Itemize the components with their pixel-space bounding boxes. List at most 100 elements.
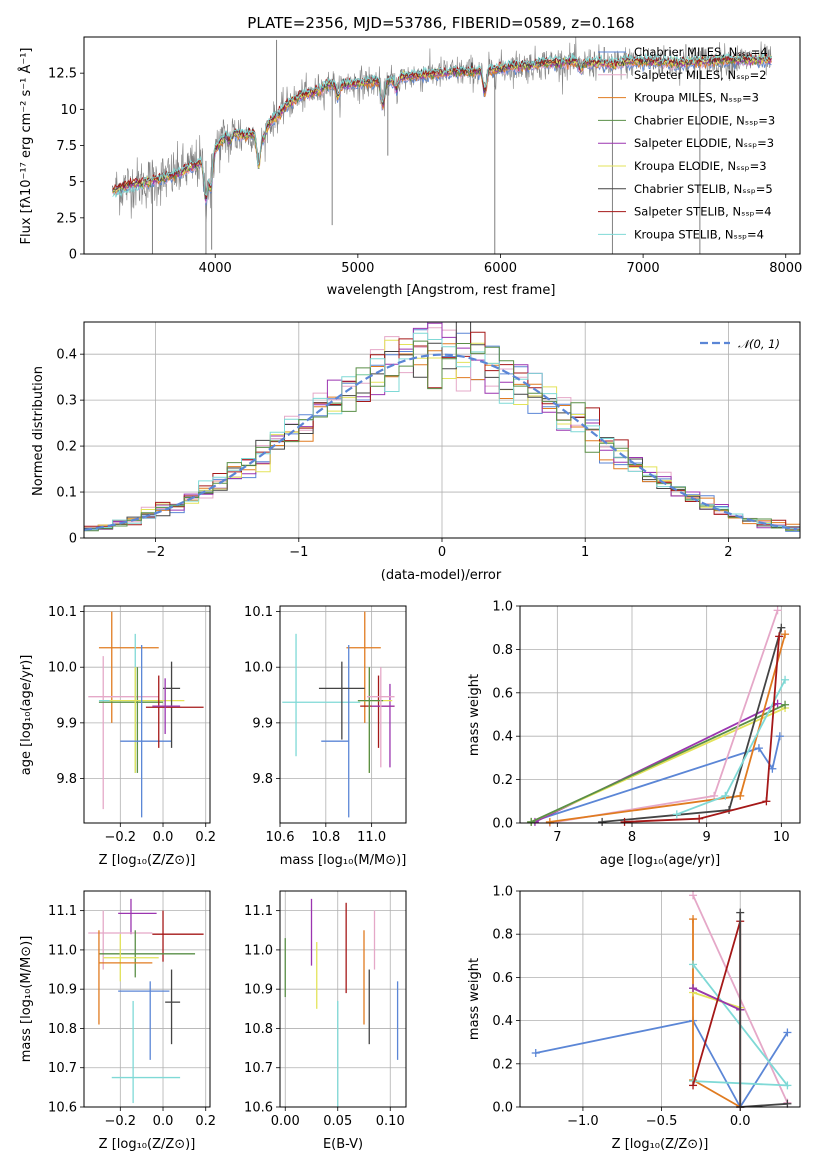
x-tick-label: 0.0 — [730, 1114, 751, 1129]
x-tick-label: 1 — [581, 545, 589, 560]
x-tick-label: 10 — [773, 830, 790, 845]
legend-label: Salpeter MILES, Nₛₛₚ=2 — [634, 68, 767, 82]
legend-label: Salpeter STELIB, Nₛₛₚ=4 — [634, 205, 772, 219]
y-tick-label: 0.4 — [56, 348, 77, 363]
massweight-line — [692, 987, 741, 1011]
y-tick-label: 0 — [69, 532, 77, 547]
x-tick-label: 10.8 — [311, 830, 340, 845]
y-tick-label: 0.2 — [56, 440, 77, 455]
y-tick-label: 9.9 — [56, 716, 77, 731]
y-tick-label: 12.5 — [48, 67, 77, 82]
y-tick-label: 5 — [69, 175, 77, 190]
y-tick-label: 0.2 — [492, 1057, 513, 1072]
massweight-line — [530, 736, 781, 823]
plot-frame — [83, 890, 211, 1108]
legend-label: Kroupa MILES, Nₛₛₚ=3 — [634, 91, 759, 105]
y-tick-label: 0.6 — [492, 971, 513, 986]
y-tick-label: 11.0 — [244, 943, 273, 958]
ageMass-xlabel: mass [log₁₀(M/M⊙)] — [280, 853, 407, 868]
x-tick-label: −1 — [289, 545, 308, 560]
residual-histogram — [84, 322, 800, 530]
massweight-line — [535, 1019, 789, 1109]
spectrum-title: PLATE=2356, MJD=53786, FIBERID=0589, z=0… — [247, 14, 634, 32]
y-tick-label: 0.4 — [492, 1014, 513, 1029]
y-tick-label: 9.8 — [252, 772, 273, 787]
y-tick-label: 0.0 — [492, 1101, 513, 1116]
x-tick-label: 5000 — [341, 261, 374, 276]
residuals-ylabel: Normed distribution — [31, 366, 46, 496]
x-tick-label: −1.0 — [567, 1114, 599, 1129]
legend-label: 𝒩(0, 1) — [738, 337, 780, 351]
age-vs-mass-panel: mass [log₁₀(M/M⊙)] 10.6 10.8 11.0 9.8 9.9 10.… — [244, 605, 407, 868]
y-tick-label: 0.8 — [492, 928, 513, 943]
y-tick-label: 10.6 — [244, 1101, 273, 1116]
x-tick-label: 0.00 — [271, 1114, 300, 1129]
mwZ-ylabel: mass weight — [467, 958, 482, 1040]
y-tick-label: 0.6 — [492, 686, 513, 701]
y-tick-label: 0.4 — [492, 730, 513, 745]
x-tick-label: 4000 — [199, 261, 232, 276]
x-tick-label: −0.2 — [105, 830, 137, 845]
massZ-ylabel: mass [log₁₀(M/M⊙)] — [19, 936, 34, 1063]
y-tick-label: 9.9 — [252, 716, 273, 731]
y-tick-label: 7.5 — [56, 139, 77, 154]
x-tick-label: 0.0 — [153, 1114, 174, 1129]
y-tick-label: 10.1 — [48, 605, 77, 620]
mass-vs-EBV-panel: E(B-V) 0.00 0.05 0.10 10.6 10.7 10.8 10.9 11.0 1… — [244, 890, 407, 1152]
y-tick-label: 11.1 — [48, 904, 77, 919]
x-tick-label: 8 — [628, 830, 636, 845]
mwZ-xlabel: Z [log₁₀(Z/Z⊙)] — [612, 1137, 709, 1152]
y-tick-label: 11.0 — [48, 943, 77, 958]
x-tick-label: 8000 — [769, 261, 802, 276]
y-tick-label: 10.8 — [244, 1022, 273, 1037]
plot-frame — [83, 36, 801, 255]
x-tick-label: 9 — [703, 830, 711, 845]
y-tick-label: 10.7 — [48, 1061, 77, 1076]
massweight-line — [624, 636, 780, 823]
y-tick-label: 11.1 — [244, 904, 273, 919]
legend-label: Chabrier STELIB, Nₛₛₚ=5 — [634, 182, 773, 196]
y-tick-label: 1.0 — [492, 600, 513, 615]
y-tick-label: 10 — [60, 103, 77, 118]
x-tick-label: −0.5 — [646, 1114, 678, 1129]
spectrum-xlabel: wavelength [Angstrom, rest frame] — [327, 283, 556, 298]
massweight-vs-age-panel: age [log₁₀(age/yr)] mass weight 7 8 9 10 0.0… — [467, 600, 801, 868]
plot-frame — [279, 890, 407, 1108]
y-tick-label: 0.8 — [492, 643, 513, 658]
y-tick-label: 0.2 — [492, 773, 513, 788]
y-tick-label: 10.0 — [48, 661, 77, 676]
plot-frame — [83, 605, 211, 824]
x-tick-label: 0.0 — [153, 830, 174, 845]
x-tick-label: 7000 — [627, 261, 660, 276]
y-tick-label: 10.8 — [48, 1022, 77, 1037]
x-tick-label: −2 — [146, 545, 165, 560]
x-tick-label: 0.2 — [195, 830, 216, 845]
spectrum-panel: PLATE=2356, MJD=53786, FIBERID=0589, z=0… — [18, 14, 802, 298]
age-vs-Z-panel: Z [log₁₀(Z/Z⊙)] age [log₁₀(age/yr)] −0.2… — [19, 605, 216, 868]
x-tick-label: 0 — [438, 545, 446, 560]
x-tick-label: −0.2 — [105, 1114, 137, 1129]
model-spectrum-line — [112, 52, 772, 198]
residuals-panel: (data-model)/error Normed distribution −… — [31, 321, 801, 583]
x-tick-label: 2 — [724, 545, 732, 560]
massEBV-xlabel: E(B-V) — [323, 1137, 363, 1152]
x-tick-label: 6000 — [484, 261, 517, 276]
massweight-line — [530, 703, 786, 823]
y-tick-label: 10.1 — [244, 605, 273, 620]
x-tick-label: 10.6 — [266, 830, 295, 845]
residuals-xlabel: (data-model)/error — [381, 568, 502, 583]
mwAge-ylabel: mass weight — [467, 674, 482, 756]
x-tick-label: 0.05 — [323, 1114, 352, 1129]
x-tick-label: 11.0 — [357, 830, 386, 845]
residual-histogram — [84, 331, 800, 530]
legend-label: Kroupa STELIB, Nₛₛₚ=4 — [634, 227, 764, 241]
y-tick-label: 10.7 — [244, 1061, 273, 1076]
plot-frame — [279, 605, 407, 824]
ageZ-xlabel: Z [log₁₀(Z/Z⊙)] — [99, 853, 196, 868]
x-tick-label: 0.2 — [195, 1114, 216, 1129]
y-tick-label: 2.5 — [56, 211, 77, 226]
y-tick-label: 10.6 — [48, 1101, 77, 1116]
y-tick-label: 10.9 — [244, 983, 273, 998]
